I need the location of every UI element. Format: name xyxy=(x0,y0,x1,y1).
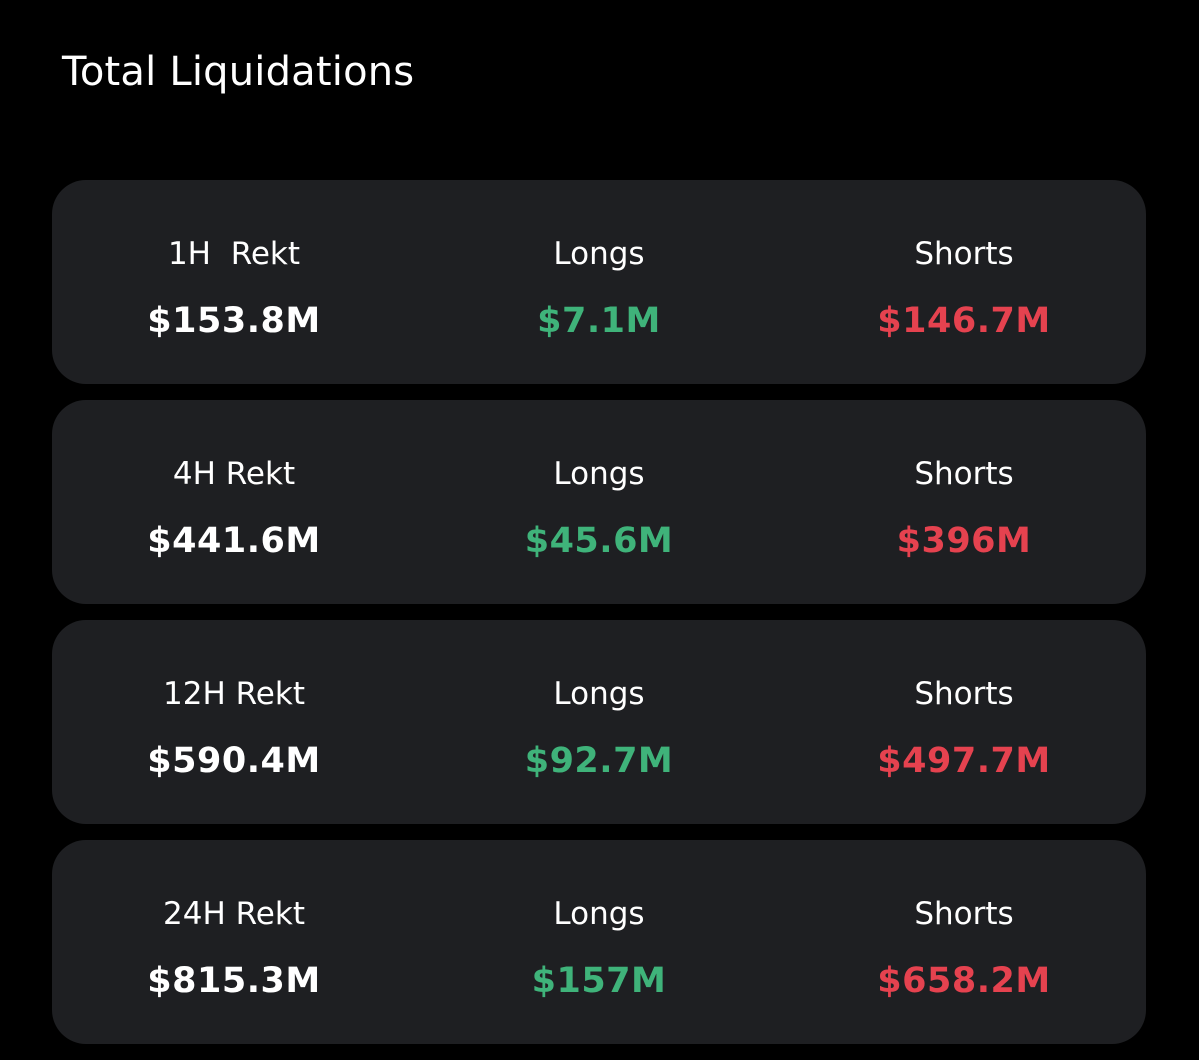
shorts-value: $396M xyxy=(896,521,1032,561)
shorts-label: Shorts xyxy=(914,456,1014,492)
liquidation-card-4h[interactable]: 4H Rekt $441.6M Longs $45.6M Shorts $396… xyxy=(52,400,1146,604)
period-label: 24H Rekt xyxy=(163,896,305,932)
total-value: $441.6M xyxy=(147,521,321,561)
shorts-label: Shorts xyxy=(914,676,1014,712)
total-column: 12H Rekt $590.4M xyxy=(52,620,416,824)
longs-label: Longs xyxy=(553,676,645,712)
total-column: 24H Rekt $815.3M xyxy=(52,840,416,1044)
longs-value: $157M xyxy=(531,961,667,1001)
liquidation-card-24h[interactable]: 24H Rekt $815.3M Longs $157M Shorts $658… xyxy=(52,840,1146,1044)
total-column: 4H Rekt $441.6M xyxy=(52,400,416,604)
longs-column: Longs $157M xyxy=(417,840,781,1044)
longs-value: $45.6M xyxy=(524,521,674,561)
shorts-column: Shorts $658.2M xyxy=(782,840,1146,1044)
period-label: 4H Rekt xyxy=(172,456,296,492)
shorts-value: $658.2M xyxy=(877,961,1051,1001)
shorts-label: Shorts xyxy=(914,896,1014,932)
shorts-column: Shorts $396M xyxy=(782,400,1146,604)
shorts-value: $146.7M xyxy=(877,301,1051,341)
total-column: 1H Rekt $153.8M xyxy=(52,180,416,384)
shorts-column: Shorts $497.7M xyxy=(782,620,1146,824)
total-value: $153.8M xyxy=(147,301,321,341)
period-label: 1H Rekt xyxy=(167,236,301,272)
liquidation-cards: 1H Rekt $153.8M Longs $7.1M Shorts $146.… xyxy=(52,180,1146,1060)
longs-column: Longs $92.7M xyxy=(417,620,781,824)
total-value: $815.3M xyxy=(147,961,321,1001)
longs-value: $7.1M xyxy=(537,301,661,341)
shorts-value: $497.7M xyxy=(877,741,1051,781)
longs-label: Longs xyxy=(553,896,645,932)
shorts-column: Shorts $146.7M xyxy=(782,180,1146,384)
liquidation-card-1h[interactable]: 1H Rekt $153.8M Longs $7.1M Shorts $146.… xyxy=(52,180,1146,384)
longs-label: Longs xyxy=(553,236,645,272)
longs-column: Longs $7.1M xyxy=(417,180,781,384)
shorts-label: Shorts xyxy=(914,236,1014,272)
longs-value: $92.7M xyxy=(524,741,674,781)
page-title: Total Liquidations xyxy=(62,49,415,95)
total-value: $590.4M xyxy=(147,741,321,781)
period-label: 12H Rekt xyxy=(163,676,305,712)
longs-column: Longs $45.6M xyxy=(417,400,781,604)
liquidation-card-12h[interactable]: 12H Rekt $590.4M Longs $92.7M Shorts $49… xyxy=(52,620,1146,824)
longs-label: Longs xyxy=(553,456,645,492)
